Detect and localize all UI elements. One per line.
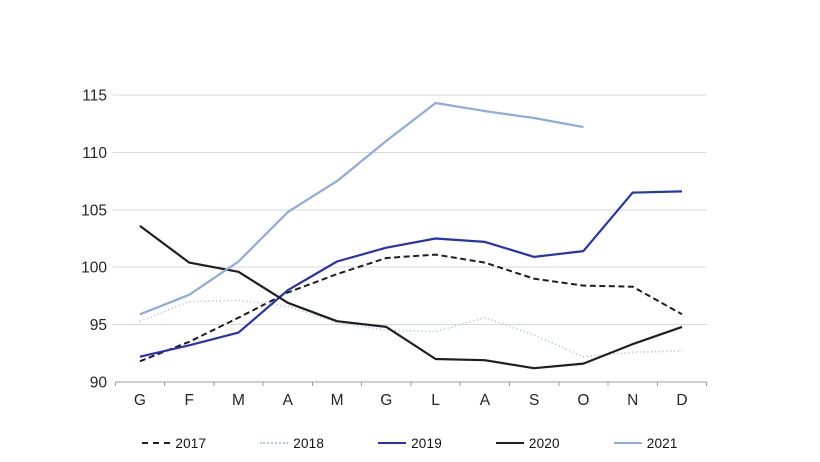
- legend-item-2017: 2017: [142, 436, 206, 451]
- x-axis-label-L-6: L: [431, 392, 440, 409]
- x-axis-label-N-10: N: [627, 392, 638, 409]
- legend-swatch-2017: [142, 442, 171, 444]
- x-axis-label-A-3: A: [283, 392, 294, 409]
- x-axis-label-S-8: S: [529, 392, 539, 409]
- x-axis-label-M-2: M: [232, 392, 245, 409]
- legend-item-2021: 2021: [613, 435, 678, 451]
- y-axis-label-95: 95: [90, 317, 107, 334]
- legend-swatch-2018: [260, 442, 289, 444]
- legend-swatch-2021: [613, 442, 642, 444]
- y-axis-label-90: 90: [90, 375, 108, 392]
- y-axis-label-100: 100: [81, 260, 107, 277]
- legend-label-2020: 2020: [528, 435, 560, 451]
- x-axis-label-G-5: G: [380, 392, 392, 409]
- x-axis-label-M-4: M: [331, 392, 344, 409]
- y-axis-label-110: 110: [82, 145, 107, 162]
- x-axis-label-D-11: D: [676, 392, 687, 409]
- legend-label-2018: 2018: [293, 435, 325, 451]
- legend-swatch-2019: [378, 442, 407, 444]
- legend-item-2020: 2020: [495, 435, 560, 451]
- legend-label-2017: 2017: [175, 435, 207, 451]
- x-axis-label-A-7: A: [480, 392, 491, 409]
- x-axis-label-O-9: O: [577, 392, 589, 409]
- y-axis-label-105: 105: [81, 202, 107, 219]
- series-line-2019: [139, 190, 683, 358]
- legend-swatch-2020: [495, 442, 524, 444]
- series-line-2021: [139, 101, 584, 316]
- series-line-2017: [139, 253, 683, 363]
- series-line-2020: [139, 225, 683, 370]
- x-axis-label-F-1: F: [184, 392, 193, 409]
- legend-item-2019: 2019: [378, 436, 442, 451]
- y-axis-label-115: 115: [82, 88, 107, 105]
- legend-label-2019: 2019: [411, 435, 442, 451]
- legend-item-2018: 2018: [260, 436, 324, 451]
- x-axis-label-G-0: G: [134, 392, 146, 409]
- legend-label-2021: 2021: [646, 435, 678, 451]
- series-line-2018: [139, 299, 683, 358]
- chart-legend: 2017 2018 2019 2020 2021: [0, 432, 820, 454]
